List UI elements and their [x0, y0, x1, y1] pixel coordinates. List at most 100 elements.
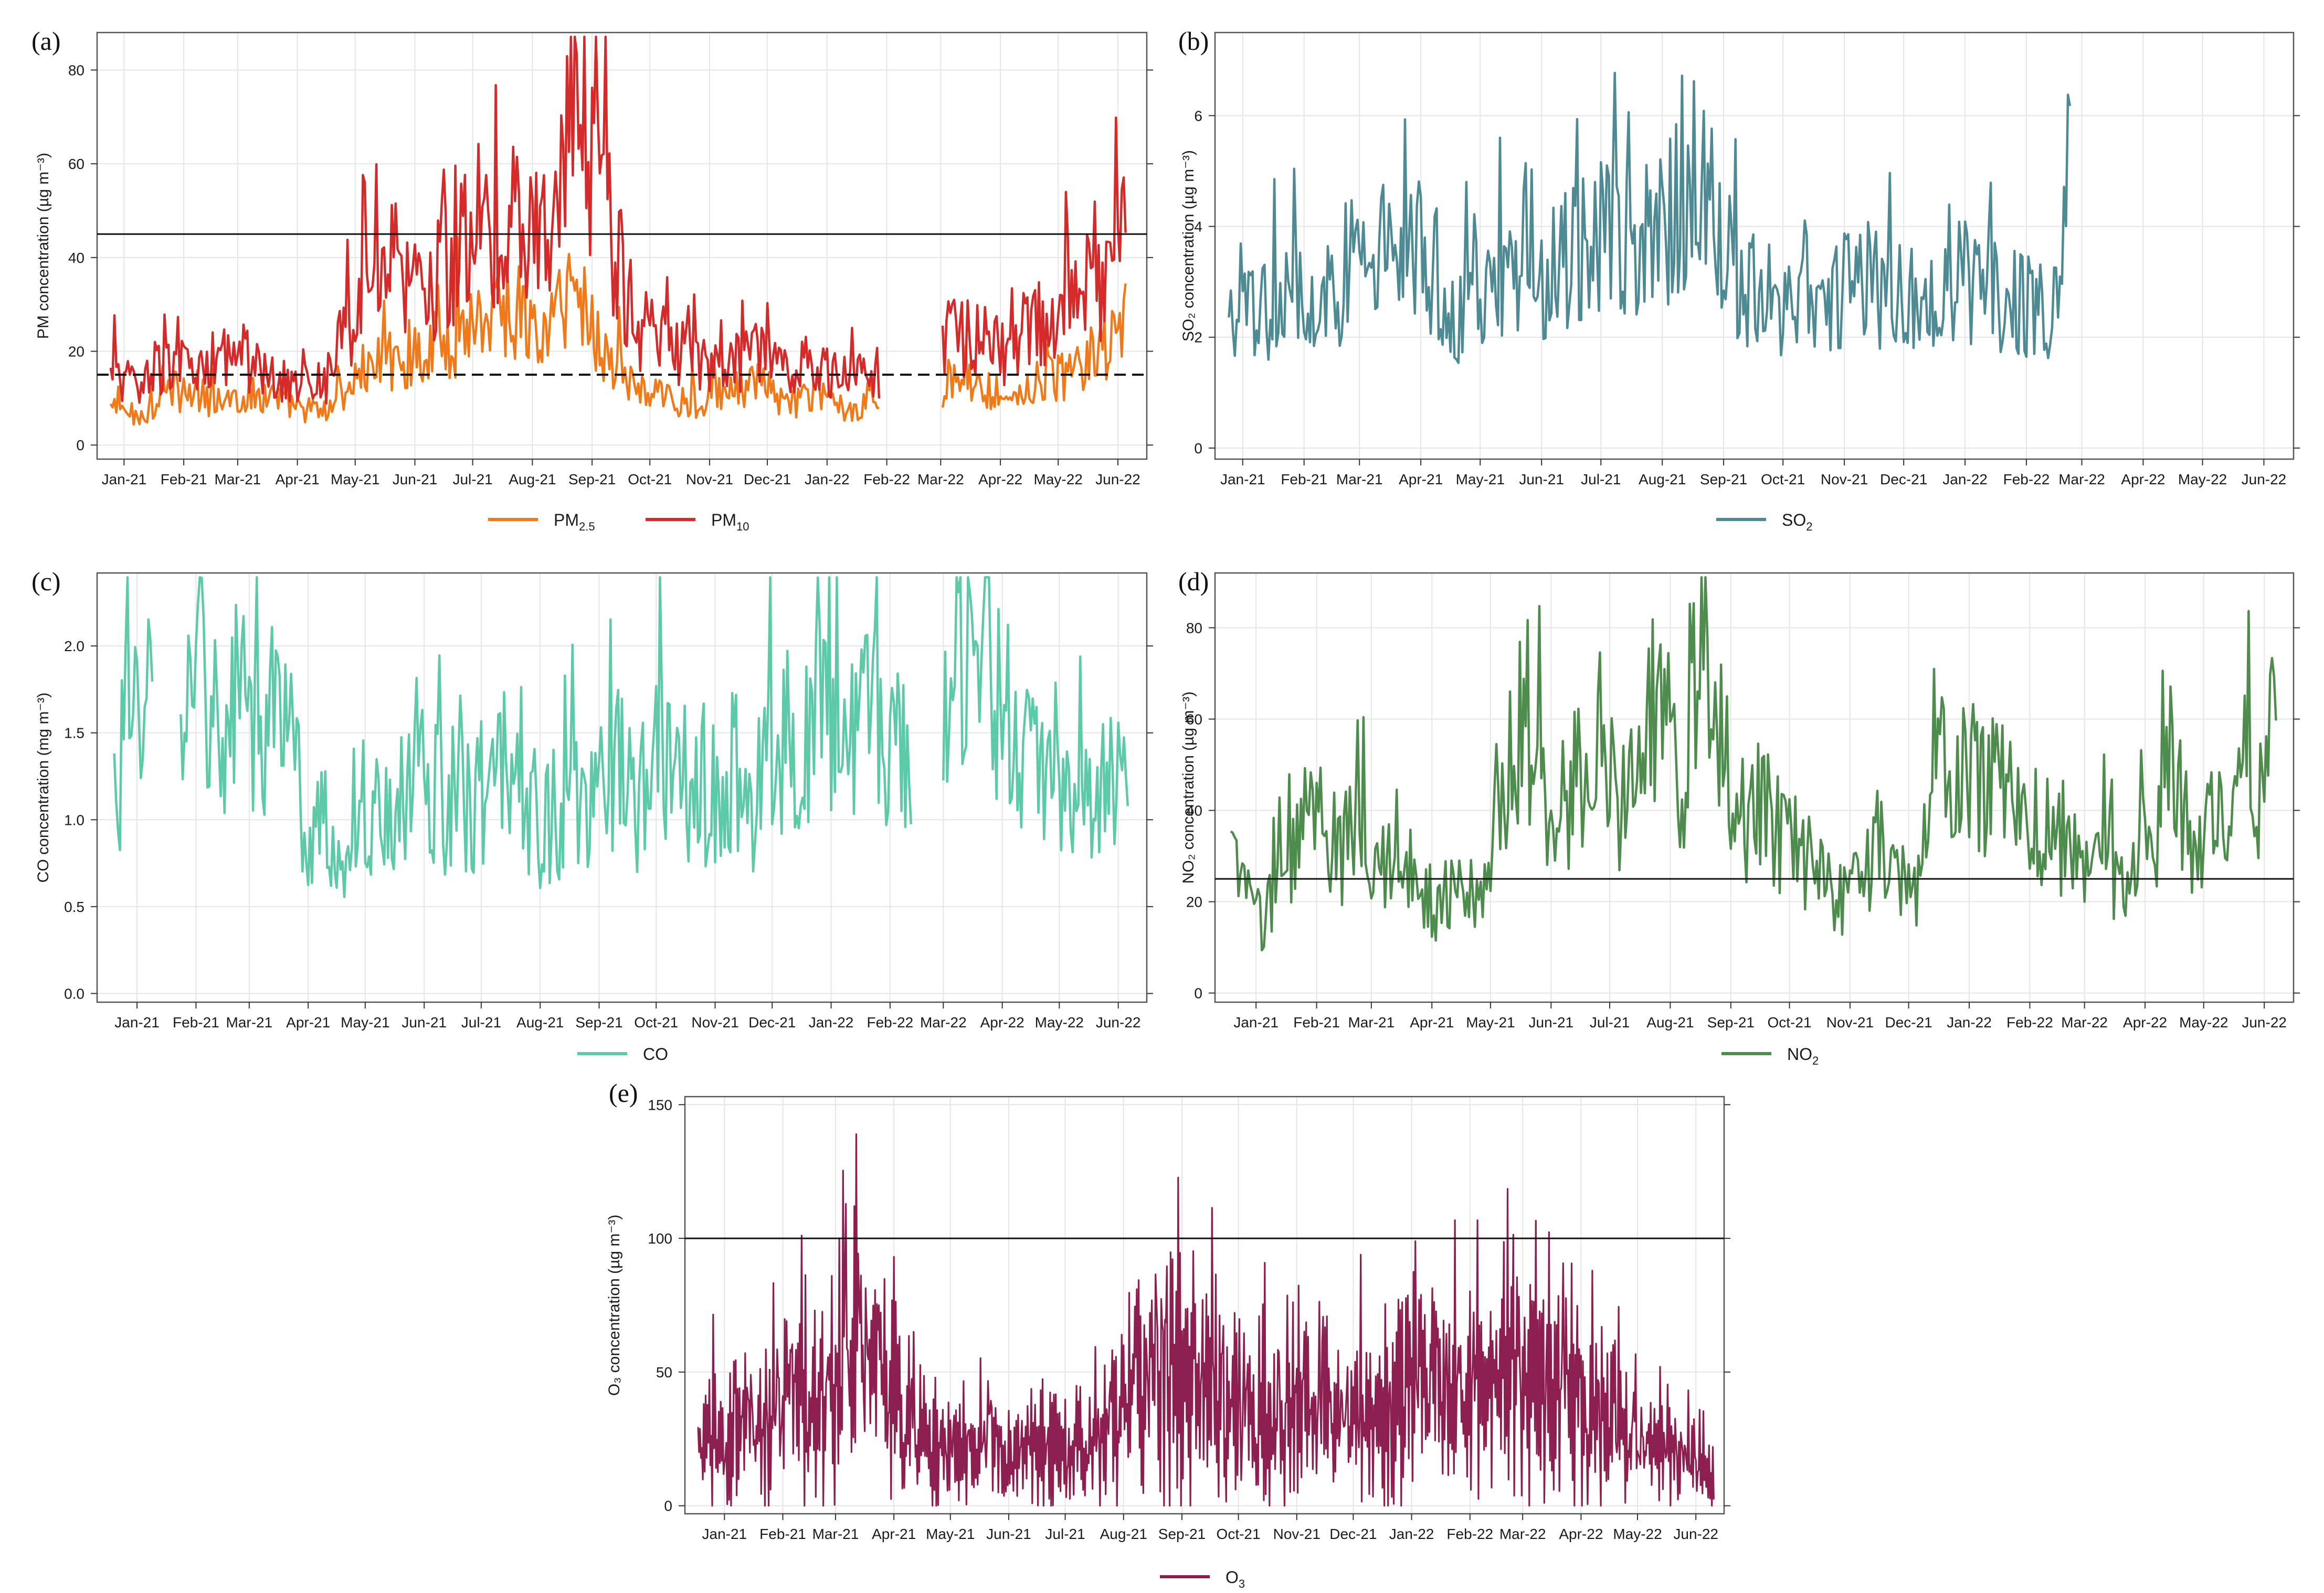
x-tick-label: Feb-21 — [173, 1014, 219, 1031]
x-tick-label: Jan-22 — [1389, 1526, 1434, 1542]
y-axis-title: NO₂ concentration (µg m⁻³) — [1180, 692, 1197, 884]
x-tick-label: Apr-21 — [276, 471, 320, 487]
x-tick-label: Mar-21 — [215, 471, 261, 487]
x-tick-label: Jul-21 — [452, 471, 492, 487]
x-tick-label: Nov-21 — [1826, 1014, 1874, 1031]
plot-frame — [1214, 31, 2295, 460]
x-tick-label: Aug-21 — [1646, 1014, 1694, 1031]
panel-c-co: 0.0 0.5 1.0 1.5 2.0 Jan-21 Feb-21 Mar-21 Apr-21 M… — [31, 567, 1153, 1064]
axes: 0 20 40 60 80 Jan-21 Feb-21 Mar-21 Apr-21 May-21 J… — [1186, 620, 2300, 1031]
x-tick-label: May-21 — [341, 1014, 389, 1031]
x-tick-label: Jun-22 — [1096, 1014, 1141, 1031]
x-tick-label: Nov-21 — [1821, 471, 1868, 487]
y-tick-label: 40 — [68, 250, 84, 266]
x-tick-label: Aug-21 — [516, 1014, 564, 1031]
y-tick-label: 150 — [648, 1097, 672, 1113]
panel-b-so2: 0 2 4 6 Jan-21 Feb-21 Mar-21 Apr-21 May-21 Jun-21… — [1178, 26, 2300, 533]
y-tick-label: 60 — [68, 156, 84, 172]
plot-frame — [684, 1096, 1725, 1515]
x-tick-label: Jan-21 — [1233, 1014, 1279, 1031]
x-tick-label: Oct-21 — [628, 471, 672, 487]
x-tick-label: May-21 — [331, 471, 379, 487]
plot-frame — [96, 31, 1148, 460]
x-tick-label: May-21 — [926, 1526, 975, 1542]
x-tick-label: Jan-21 — [114, 1014, 160, 1031]
y-tick-label: 1.5 — [64, 725, 84, 741]
x-tick-label: Jul-21 — [1590, 1014, 1630, 1031]
x-tick-label: Oct-21 — [1217, 1526, 1261, 1542]
x-tick-label: May-22 — [2179, 1014, 2228, 1031]
y-tick-label: 20 — [1186, 894, 1202, 910]
x-tick-label: Jul-21 — [1045, 1526, 1085, 1542]
x-tick-label: Dec-21 — [744, 471, 791, 487]
y-tick-label: 80 — [68, 62, 84, 78]
x-tick-label: Feb-22 — [867, 1014, 914, 1031]
x-tick-label: Dec-21 — [748, 1014, 796, 1031]
x-tick-label: Mar-22 — [920, 1014, 967, 1031]
x-tick-label: Mar-22 — [2058, 471, 2105, 487]
x-tick-label: Apr-21 — [1399, 471, 1443, 487]
legend: O3 — [1160, 1568, 1245, 1590]
y-tick-label: 6 — [1194, 108, 1202, 124]
x-tick-label: Feb-22 — [863, 471, 910, 487]
x-tick-label: Aug-21 — [509, 471, 556, 487]
x-tick-label: Jan-22 — [1942, 471, 1988, 487]
panel-d-no2: 0 20 40 60 80 Jan-21 Feb-21 Mar-21 Apr-21 May-21 J… — [1178, 567, 2300, 1067]
y-tick-label: 0 — [1194, 440, 1202, 456]
series-lines — [1230, 576, 2277, 952]
x-tick-label: Oct-21 — [634, 1014, 678, 1031]
x-tick-label: Feb-22 — [2006, 1014, 2053, 1031]
legend: NO2 — [1721, 1045, 1819, 1067]
x-tick-label: Apr-21 — [286, 1014, 330, 1031]
x-tick-label: Nov-21 — [691, 1014, 738, 1031]
x-tick-label: Jan-21 — [1220, 471, 1265, 487]
x-tick-label: Jun-22 — [2242, 471, 2287, 487]
x-tick-label: Jan-21 — [702, 1526, 747, 1542]
x-tick-label: May-21 — [1466, 1014, 1515, 1031]
y-tick-label: 60 — [1186, 711, 1202, 727]
x-tick-label: May-21 — [1456, 471, 1505, 487]
x-tick-label: Feb-21 — [759, 1526, 806, 1542]
x-tick-label: Mar-22 — [1499, 1526, 1546, 1542]
legend-label: PM2.5 — [554, 511, 595, 533]
series-lines — [109, 35, 1127, 426]
x-tick-label: Feb-22 — [1446, 1526, 1493, 1542]
x-tick-label: Jan-22 — [1947, 1014, 1992, 1031]
x-tick-label: Oct-21 — [1767, 1014, 1811, 1031]
x-tick-label: Jun-21 — [402, 1014, 447, 1031]
x-tick-label: Feb-21 — [1293, 1014, 1340, 1031]
y-tick-label: 50 — [656, 1364, 672, 1380]
x-tick-label: May-22 — [2178, 471, 2227, 487]
x-tick-label: Oct-21 — [1761, 471, 1805, 487]
x-tick-label: Jun-22 — [1673, 1526, 1718, 1542]
legend-label: CO — [643, 1045, 668, 1064]
y-axis-title: O₃ concentration (µg m⁻³) — [606, 1215, 623, 1396]
legend-label: O3 — [1226, 1568, 1245, 1590]
x-tick-label: Sep-21 — [1700, 471, 1747, 487]
series-line-pm10 — [109, 35, 1127, 405]
x-tick-label: Feb-21 — [1281, 471, 1327, 487]
series-lines — [1228, 71, 2072, 364]
x-tick-label: Apr-21 — [1410, 1014, 1454, 1031]
legend-label: PM10 — [711, 511, 749, 533]
series-line-no2 — [1230, 576, 2277, 952]
legend: PM2.5 PM10 — [488, 511, 749, 533]
y-tick-label: 0.0 — [64, 985, 84, 1002]
x-tick-label: Jun-22 — [1095, 471, 1140, 487]
x-tick-label: Mar-21 — [226, 1014, 273, 1031]
x-tick-label: Jan-22 — [809, 1014, 854, 1031]
gridlines — [1215, 33, 2294, 459]
legend-label: NO2 — [1787, 1045, 1819, 1067]
panel-e-o3: 0 50 100 150 Jan-21 Feb-21 Mar-21 Apr-21 May-21 J… — [606, 1078, 1730, 1590]
x-tick-label: Apr-22 — [978, 471, 1022, 487]
x-tick-label: Sep-21 — [1707, 1014, 1755, 1031]
x-tick-label: Dec-21 — [1885, 1014, 1932, 1031]
panel-letter: (c) — [31, 567, 61, 596]
x-tick-label: Jan-21 — [102, 471, 147, 487]
y-tick-label: 1.0 — [64, 812, 84, 828]
x-tick-label: Jun-22 — [2242, 1014, 2287, 1031]
x-tick-label: Mar-22 — [2061, 1014, 2108, 1031]
x-tick-label: Mar-22 — [917, 471, 964, 487]
